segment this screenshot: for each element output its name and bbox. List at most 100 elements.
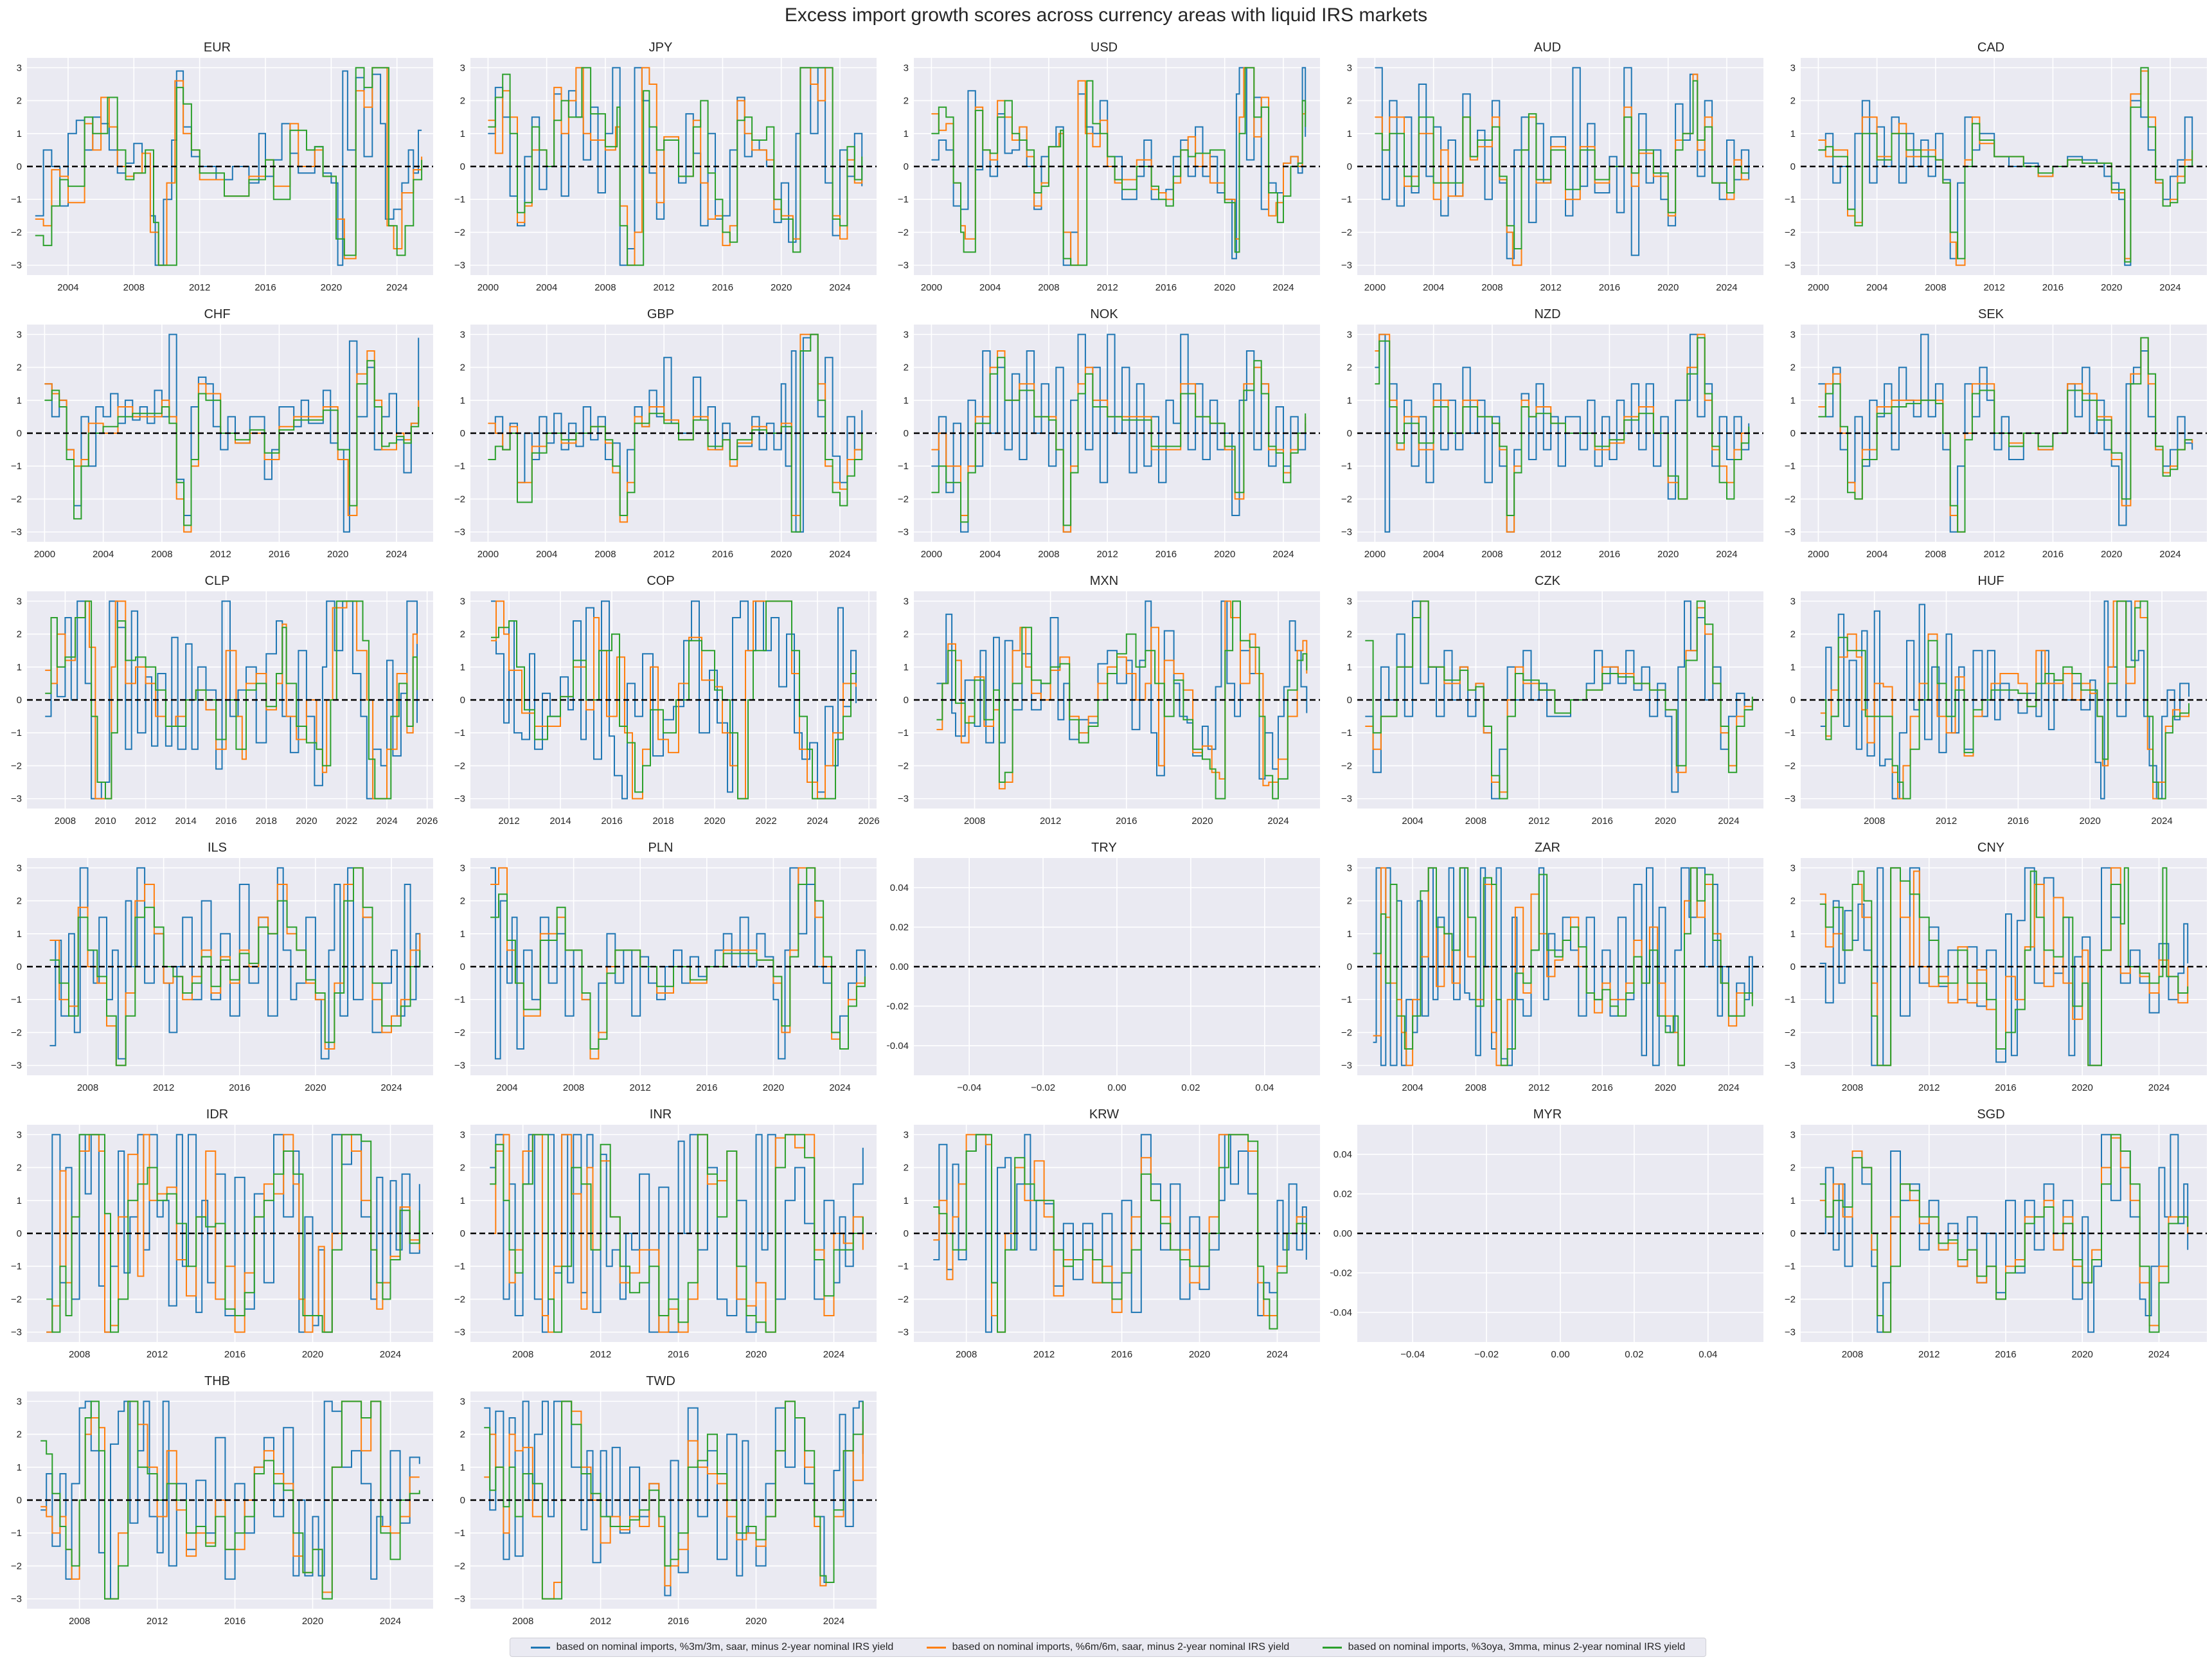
svg-text:−2: −2	[1341, 760, 1352, 771]
svg-text:0.02: 0.02	[890, 922, 909, 933]
subplot-title: TWD	[646, 1374, 675, 1388]
svg-text:2: 2	[1347, 96, 1352, 107]
svg-text:2020: 2020	[296, 816, 317, 827]
svg-text:2008: 2008	[1925, 549, 1946, 560]
subplot-pln: PLN 2004 2008 2012 2016 2020 2024 −3 −2 −1 0 1 2 3	[443, 839, 878, 1102]
svg-text:2000: 2000	[477, 549, 499, 560]
legend-label: based on nominal imports, %3m/3m, saar, …	[556, 1642, 894, 1652]
svg-text:0.00: 0.00	[1107, 1082, 1126, 1093]
line-chart: 2008 2012 2016 2020 2024 −3 −2 −1 0 1 2 3	[1785, 1125, 2207, 1360]
svg-text:−1: −1	[454, 194, 465, 205]
svg-text:−3: −3	[1341, 1060, 1352, 1071]
svg-text:0.00: 0.00	[890, 962, 909, 972]
svg-text:2012: 2012	[1528, 1082, 1549, 1093]
svg-text:2: 2	[17, 362, 22, 373]
svg-text:2: 2	[17, 96, 22, 107]
subplot-idr: IDR 2008 2012 2016 2020 2024 −3 −2 −1 0 1 2 3	[0, 1105, 434, 1369]
svg-text:3: 3	[17, 62, 22, 73]
svg-text:1: 1	[17, 662, 22, 673]
svg-text:2: 2	[1347, 362, 1352, 373]
svg-text:3: 3	[1790, 329, 1796, 340]
svg-text:−2: −2	[11, 1561, 22, 1571]
series-line	[1820, 600, 2190, 800]
svg-text:1: 1	[1347, 662, 1352, 673]
svg-text:0.04: 0.04	[1333, 1149, 1352, 1160]
svg-text:1: 1	[460, 1195, 465, 1206]
line-chart: 2000 2004 2008 2012 2016 2020 2024 −3 −2 −1 0 1 2 3	[1785, 58, 2207, 293]
svg-text:−3: −3	[11, 1060, 22, 1071]
svg-text:2: 2	[904, 1163, 909, 1174]
series-line	[490, 1134, 864, 1333]
svg-text:−3: −3	[454, 527, 465, 538]
svg-text:2004: 2004	[1402, 1082, 1423, 1093]
subplot-huf: HUF 2008 2012 2016 2020 2024 −3 −2 −1 0 1 2 3	[1774, 572, 2208, 836]
svg-text:2008: 2008	[69, 1616, 90, 1627]
subplot-chf: CHF 2000 2004 2008 2012 2016 2020 2024 −3 −2 −1 0 1 2…	[0, 305, 434, 569]
legend-label: based on nominal imports, %3oya, 3mma, m…	[1348, 1642, 1686, 1652]
subplot-title: MYR	[1533, 1107, 1562, 1122]
svg-text:2012: 2012	[630, 1082, 651, 1093]
svg-text:2016: 2016	[2042, 549, 2064, 560]
svg-text:3: 3	[1790, 62, 1796, 73]
svg-text:2008: 2008	[1465, 1082, 1486, 1093]
series-line	[1375, 337, 1750, 516]
svg-text:1: 1	[17, 929, 22, 940]
svg-text:−3: −3	[454, 1327, 465, 1338]
subplot-ils: ILS 2008 2012 2016 2020 2024 −3 −2 −1 0 1 2 3	[0, 839, 434, 1102]
svg-text:0.02: 0.02	[1181, 1082, 1200, 1093]
subplot-title: CHF	[204, 307, 231, 321]
svg-text:2008: 2008	[563, 1082, 584, 1093]
line-chart: 2000 2004 2008 2012 2016 2020 2024 −3 −2 −1 0 1 2 3	[1785, 325, 2207, 560]
svg-text:−0.04: −0.04	[957, 1082, 981, 1093]
series-line	[1375, 80, 1749, 249]
svg-text:−3: −3	[898, 1327, 909, 1338]
svg-text:0.00: 0.00	[1333, 1228, 1352, 1239]
line-chart: 2000 2004 2008 2012 2016 2020 2024 −3 −2 −1 0 1 2 3	[454, 325, 877, 560]
svg-text:0: 0	[904, 428, 909, 439]
svg-text:2024: 2024	[380, 1349, 401, 1360]
svg-text:2024: 2024	[2151, 816, 2172, 827]
svg-text:2000: 2000	[1364, 282, 1386, 293]
svg-text:2026: 2026	[416, 816, 438, 827]
svg-text:0: 0	[460, 962, 465, 972]
svg-text:0.04: 0.04	[1699, 1349, 1717, 1360]
svg-text:2012: 2012	[1983, 549, 2004, 560]
svg-text:2016: 2016	[1599, 282, 1620, 293]
subplot-aud: AUD 2000 2004 2008 2012 2016 2020 2024 −3 −2 −1 0 1 2…	[1330, 39, 1765, 302]
svg-text:−1: −1	[1785, 194, 1796, 205]
line-chart: −0.04 −0.02 0.00 0.02 0.04 −0.04 −0.02 0.00 0.02…	[1330, 1125, 1763, 1360]
svg-text:0.04: 0.04	[890, 882, 909, 893]
svg-text:1: 1	[460, 1462, 465, 1473]
svg-text:−3: −3	[454, 1594, 465, 1605]
svg-text:0: 0	[904, 695, 909, 706]
svg-text:2004: 2004	[1866, 549, 1887, 560]
svg-text:2014: 2014	[549, 816, 571, 827]
svg-text:2024: 2024	[1718, 816, 1739, 827]
svg-text:2024: 2024	[1718, 1082, 1739, 1093]
line-chart: 2004 2008 2012 2016 2020 2024 −3 −2 −1 0 1 2 3	[1341, 858, 1763, 1093]
svg-text:−3: −3	[1785, 527, 1796, 538]
svg-text:1: 1	[1790, 662, 1796, 673]
svg-text:2022: 2022	[336, 816, 357, 827]
svg-text:1: 1	[1790, 129, 1796, 139]
subplot-cad: CAD 2000 2004 2008 2012 2016 2020 2024 −3 −2 −1 0 1 2…	[1774, 39, 2208, 302]
svg-text:−1: −1	[898, 194, 909, 205]
svg-text:0: 0	[1790, 1228, 1796, 1239]
svg-text:2012: 2012	[1033, 1349, 1055, 1360]
svg-text:2008: 2008	[1925, 282, 1946, 293]
line-chart: 2004 2008 2012 2016 2020 2024 −3 −2 −1 0 1 2 3	[454, 858, 877, 1093]
line-chart: 2008 2012 2016 2020 2024 −3 −2 −1 0 1 2 3	[898, 591, 1320, 827]
svg-text:2: 2	[17, 896, 22, 907]
svg-text:−3: −3	[11, 1594, 22, 1605]
svg-text:2016: 2016	[1591, 816, 1612, 827]
svg-text:2020: 2020	[305, 1082, 326, 1093]
svg-text:2024: 2024	[380, 1616, 401, 1627]
svg-text:0: 0	[1790, 161, 1796, 172]
svg-text:2016: 2016	[712, 282, 733, 293]
svg-text:−1: −1	[1785, 1261, 1796, 1272]
subplot-title: NOK	[1090, 307, 1118, 321]
svg-text:−1: −1	[11, 1528, 22, 1539]
svg-text:−1: −1	[1341, 994, 1352, 1005]
svg-text:2: 2	[1347, 896, 1352, 907]
svg-text:−2: −2	[1785, 760, 1796, 771]
